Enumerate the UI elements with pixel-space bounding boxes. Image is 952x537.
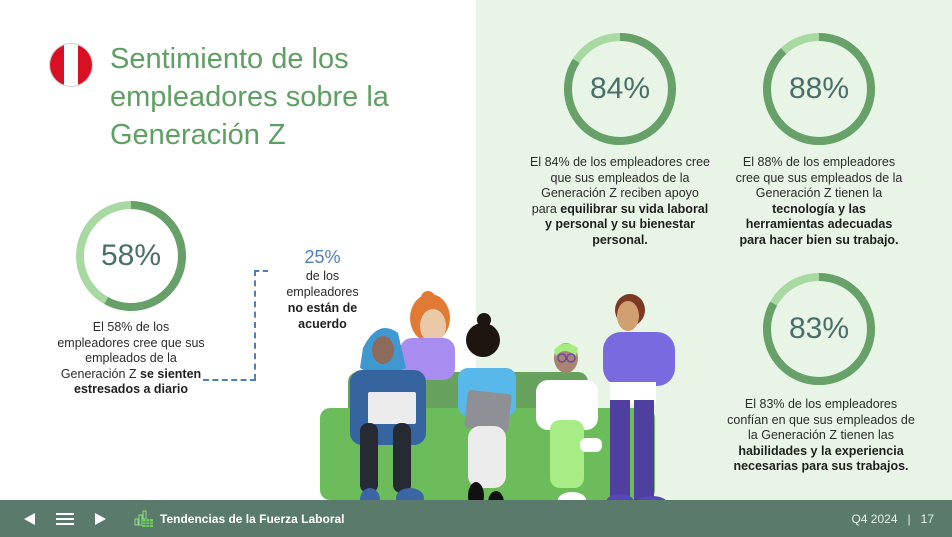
page-title: Sentimiento de los empleadores sobre la … bbox=[110, 40, 450, 154]
stat-value: 58% bbox=[100, 239, 162, 272]
slide-navigation bbox=[18, 509, 112, 529]
stat-caption-balance: El 84% de los empleadores cree que sus e… bbox=[530, 155, 710, 247]
callout-connector-vertical bbox=[254, 270, 256, 380]
stat-value: 84% bbox=[589, 72, 651, 105]
people-on-sofa-illustration bbox=[320, 291, 675, 515]
menu-icon bbox=[56, 512, 74, 525]
callout-connector bbox=[203, 379, 256, 381]
title-line-2: empleadores sobre la bbox=[110, 81, 389, 113]
stat-ring-skills: 83% bbox=[762, 272, 876, 386]
stat-ring-stressed: 58% bbox=[75, 200, 187, 312]
callout-connector-top bbox=[254, 270, 268, 272]
stat-value: 83% bbox=[788, 312, 850, 345]
slide-meta: Q4 2024 | 17 bbox=[851, 500, 934, 537]
next-slide-button[interactable] bbox=[90, 509, 112, 529]
stat-caption-stressed: El 58% de los empleadores cree que sus e… bbox=[57, 320, 205, 396]
callout-value: 25% bbox=[304, 247, 341, 267]
chart-table-icon bbox=[134, 510, 153, 527]
report-brand[interactable]: Tendencias de la Fuerza Laboral bbox=[134, 510, 345, 528]
menu-button[interactable] bbox=[54, 509, 76, 529]
donut-ring-icon bbox=[76, 201, 186, 311]
prev-slide-button[interactable] bbox=[18, 509, 40, 529]
stat-ring-balance: 84% bbox=[563, 32, 677, 146]
stat-caption-skills: El 83% de los empleadores confían en que… bbox=[727, 397, 915, 473]
report-period: Q4 2024 bbox=[851, 511, 898, 526]
disagree-callout: 25% de los empleadores no están de acuer… bbox=[270, 246, 375, 332]
meta-separator: | bbox=[907, 511, 911, 526]
stat-caption-technology: El 88% de los empleadores cree que sus e… bbox=[735, 155, 903, 247]
donut-ring-icon bbox=[763, 273, 875, 385]
footer-bar: Tendencias de la Fuerza Laboral Q4 2024 … bbox=[0, 500, 952, 537]
stat-value: 88% bbox=[788, 72, 850, 105]
donut-ring-icon bbox=[763, 33, 875, 145]
page-number: 17 bbox=[920, 511, 934, 526]
stat-ring-technology: 88% bbox=[762, 32, 876, 146]
title-line-1: Sentimiento de los bbox=[110, 43, 349, 75]
prev-arrow-icon bbox=[24, 512, 35, 525]
peru-flag-icon bbox=[49, 43, 93, 87]
brand-label: Tendencias de la Fuerza Laboral bbox=[160, 511, 345, 526]
next-arrow-icon bbox=[95, 512, 106, 525]
title-line-3: Generación Z bbox=[110, 119, 286, 151]
donut-ring-icon bbox=[564, 33, 676, 145]
